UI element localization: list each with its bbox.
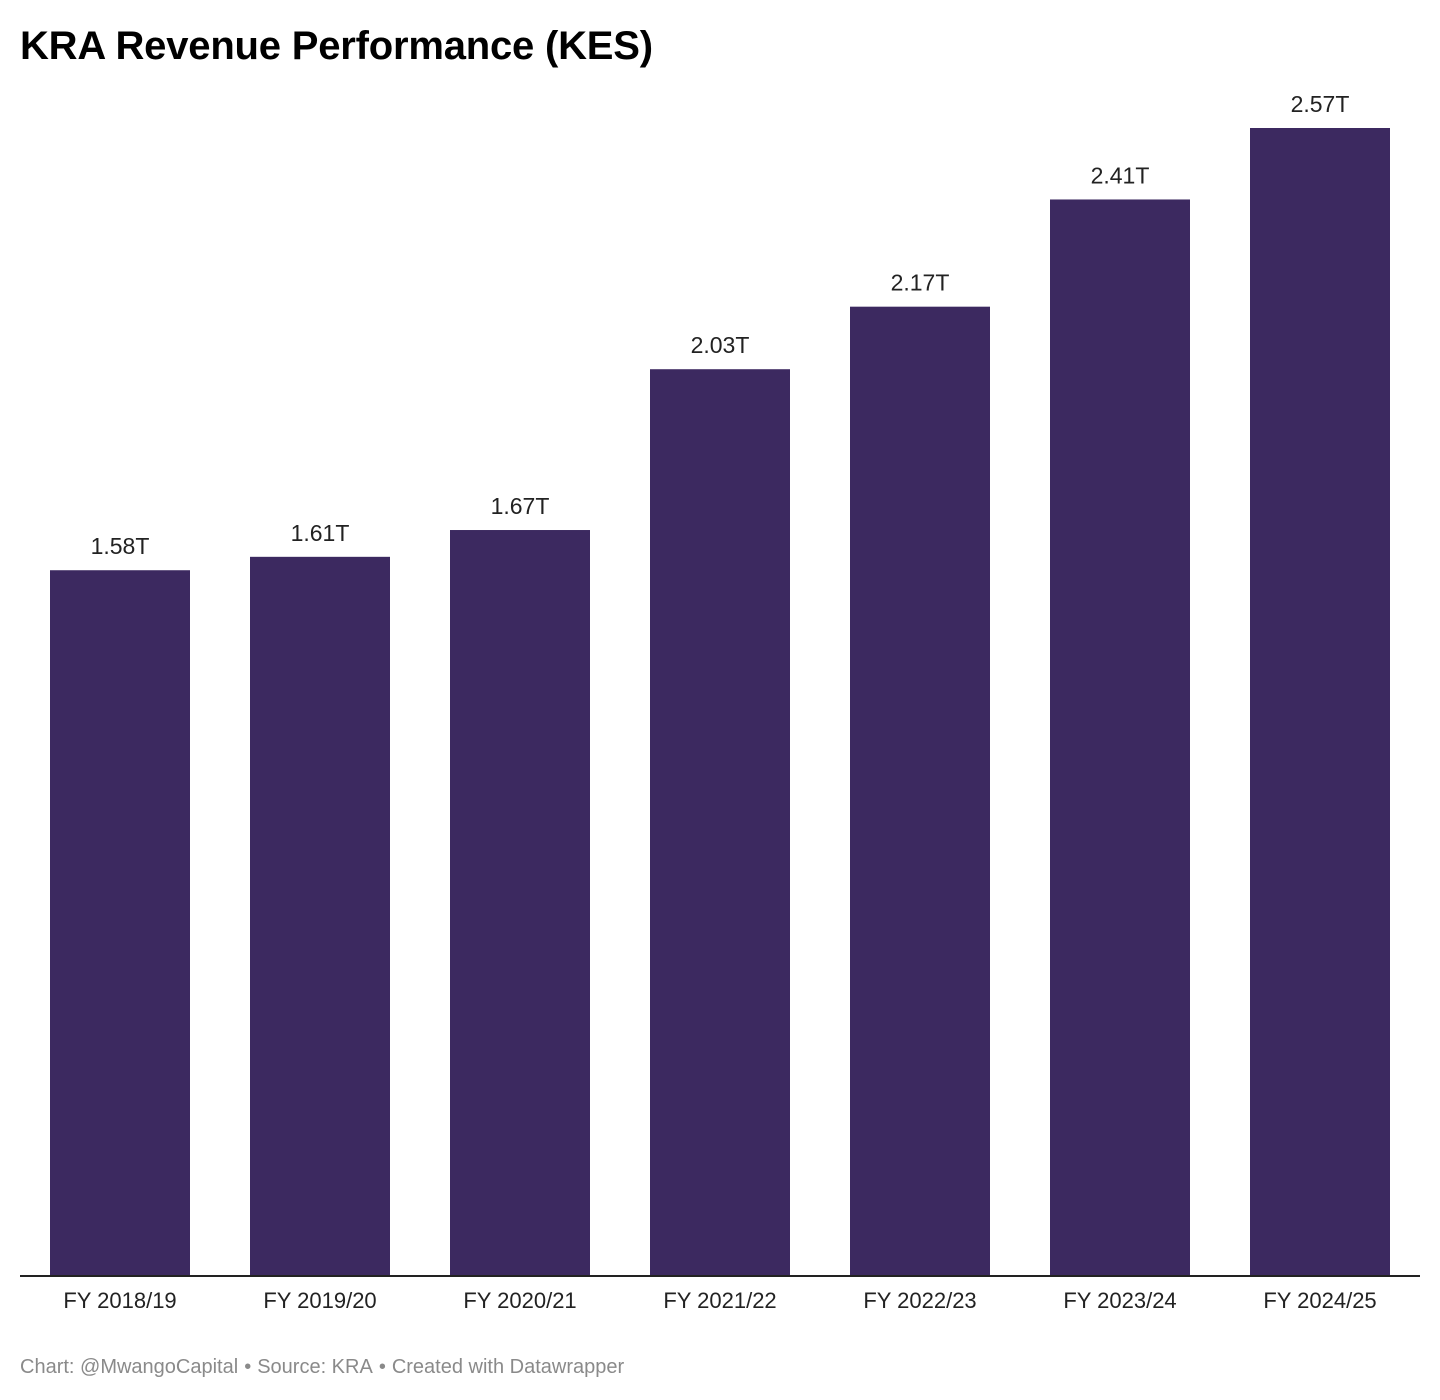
x-tick-label: FY 2022/23 (863, 1288, 976, 1313)
chart-title: KRA Revenue Performance (KES) (20, 24, 653, 68)
bar-2 (250, 556, 390, 1276)
bar-3 (450, 530, 590, 1276)
chart-footer: Chart: @MwangoCapital • Source: KRA • Create… (20, 1354, 624, 1380)
bar-value-label: 2.57T (1291, 91, 1350, 117)
x-tick-label: FY 2024/25 (1263, 1288, 1376, 1313)
bar-7 (1250, 128, 1390, 1276)
value-labels-layer: 1.58T 1.61T 1.67T 2.03T 2.17T 2.41T 2.57T (91, 91, 1350, 559)
bar-5 (850, 306, 990, 1277)
bars-layer (50, 128, 1390, 1277)
x-tick-labels: FY 2018/19 FY 2019/20 FY 2020/21 FY 2021/22… (63, 1288, 1376, 1313)
x-tick-label: FY 2021/22 (663, 1288, 776, 1313)
bar-value-label: 2.41T (1091, 162, 1150, 188)
created-with-note: Created with Datawrapper (391, 1356, 625, 1378)
bar-value-label: 2.03T (691, 332, 750, 358)
bar-value-label: 2.17T (891, 270, 950, 296)
x-tick-label: FY 2019/20 (263, 1288, 376, 1313)
source-note: Source: KRA (257, 1356, 373, 1378)
chart-credit: Chart: @MwangoCapital (20, 1356, 239, 1378)
x-tick-label: FY 2018/19 (63, 1288, 176, 1313)
footer-separator: • (378, 1356, 386, 1378)
bar-value-label: 1.61T (291, 520, 350, 546)
footer-separator: • (244, 1356, 252, 1378)
x-tick-label: FY 2020/21 (463, 1288, 576, 1313)
bar-value-label: 1.58T (91, 533, 150, 559)
bar-1 (50, 570, 190, 1276)
x-tick-label: FY 2023/24 (1063, 1288, 1176, 1313)
bar-value-label: 1.67T (491, 493, 550, 519)
bar-6 (1050, 199, 1190, 1276)
bar-4 (650, 369, 790, 1277)
